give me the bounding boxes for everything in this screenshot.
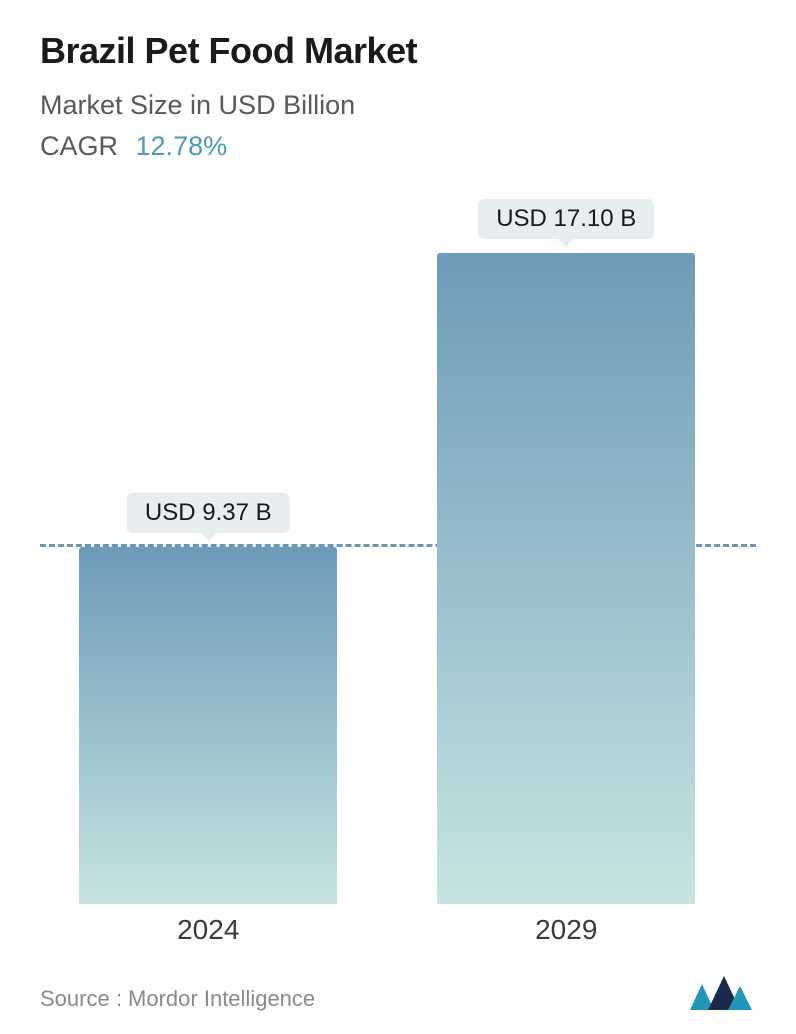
source-prefix: Source :: [40, 986, 128, 1011]
source-name: Mordor Intelligence: [128, 986, 315, 1011]
cagr-value: 12.78%: [136, 131, 228, 161]
cagr-row: CAGR 12.78%: [40, 131, 756, 162]
bar-2029: [437, 253, 695, 904]
mordor-logo-icon: [688, 972, 756, 1012]
chart-subtitle: Market Size in USD Billion: [40, 90, 756, 121]
chart-title: Brazil Pet Food Market: [40, 30, 756, 72]
chart-footer: Source : Mordor Intelligence: [40, 972, 756, 1012]
x-axis-labels: 2024 2029: [40, 914, 756, 954]
value-label-2029: USD 17.10 B: [478, 199, 654, 239]
x-label-2024: 2024: [177, 914, 239, 946]
cagr-label: CAGR: [40, 131, 118, 161]
bar-2024: [79, 547, 337, 904]
value-label-2024: USD 9.37 B: [127, 493, 290, 533]
source-attribution: Source : Mordor Intelligence: [40, 986, 315, 1012]
x-label-2029: 2029: [535, 914, 597, 946]
chart-area: USD 9.37 B USD 17.10 B: [40, 200, 756, 904]
